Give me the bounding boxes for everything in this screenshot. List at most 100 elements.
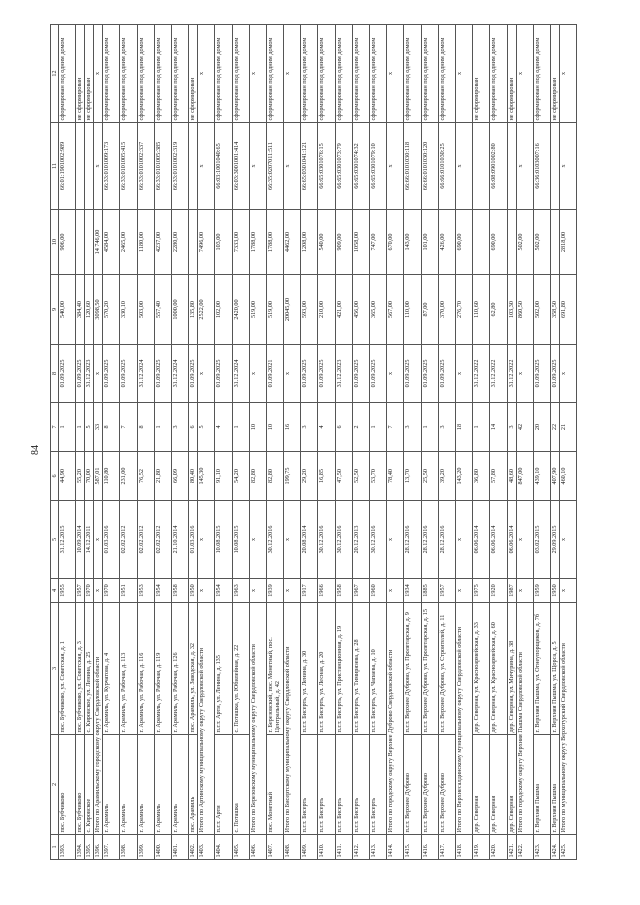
cell-col-9: 87,00	[421, 274, 439, 345]
cell-col-6: 52,50	[352, 451, 370, 501]
cell-col-7: 20	[533, 402, 551, 452]
cell-col-10: 7333,00	[232, 209, 250, 275]
cell-col-3: п.г.т. Бисерть, ул. Пристанционная, д. 1…	[335, 602, 353, 735]
cell-col-6: 25,50	[421, 451, 439, 501]
cell-col-12: x	[559, 24, 577, 123]
cell-col-4: x	[93, 578, 103, 603]
cell-col-1: 1398.	[119, 834, 138, 860]
cell-col-1: 1405.	[232, 834, 250, 860]
cell-col-3: г. Верхняя Пышма, ул. Огнеупорщиков, д. …	[533, 602, 551, 735]
cell-col-5: 14.12.2011	[84, 500, 94, 579]
cell-col-8: 31.12.2022	[489, 344, 507, 403]
cell-col-4: 1885	[421, 578, 439, 603]
cell-col-6: 587,01	[93, 451, 103, 501]
cell-col-3: п.г.т. Бисерть, ул. Чапаева, д. 10	[369, 602, 387, 735]
cell-col-9: 102,00	[214, 274, 232, 345]
column-header: 4	[50, 578, 59, 603]
cell-col-3: п.г.т. Арти, ул. Ленина, д. 135	[214, 602, 232, 735]
cell-col-3: г. Арамиль, ул. Рабочая, д. 119	[154, 602, 172, 735]
total-row: 1403. Итого по Артинскому муниципальному …	[197, 24, 215, 860]
cell-col-11: 66:35:0207011:511	[266, 122, 284, 210]
cell-col-8: 01.09.2025	[119, 344, 138, 403]
cell-col-8: x	[386, 344, 404, 403]
cell-col-9: 557,40	[154, 274, 172, 345]
cell-col-8: x	[93, 344, 103, 403]
cell-col-7: 1	[369, 402, 387, 452]
cell-col-8: 31.12.2023	[84, 344, 94, 403]
cell-col-7: 1	[75, 402, 85, 452]
cell-col-4: 1975	[472, 578, 490, 603]
cell-col-8: 01.09.2025	[188, 344, 198, 403]
cell-col-3: п.г.т. Бисерть, ул. Тимирязева, д. 28	[352, 602, 370, 735]
cell-col-4: x	[386, 578, 404, 603]
cell-col-10: 1788,00	[266, 209, 284, 275]
cell-col-2: г. Арамиль	[119, 734, 138, 835]
cell-col-8: 01.09.2025	[369, 344, 387, 403]
cell-col-9: 110,00	[403, 274, 422, 345]
cell-col-8: x	[455, 344, 473, 403]
cell-col-5: 28.12.2016	[438, 500, 456, 579]
cell-col-2: п.г.т. Бисерть	[300, 734, 318, 835]
cell-col-12: сформирован под одним домом	[438, 24, 456, 123]
cell-col-6: 145,30	[197, 451, 215, 501]
cell-col-1: 1413.	[369, 834, 387, 860]
cell-col-8: 01.09.2025	[102, 344, 120, 403]
cell-col-2: п.г.т. Бисерть	[369, 734, 387, 835]
cell-col-12: не сформирован	[550, 24, 560, 123]
cell-col-1: 1406.	[249, 834, 267, 860]
total-row: 1396. Итого по Арамильскому городскому ок…	[93, 24, 103, 860]
cell-col-7: 22	[550, 402, 560, 452]
cell-col-7: 3	[171, 402, 189, 452]
cell-col-9: 570,20	[102, 274, 120, 345]
cell-col-5: x	[283, 500, 301, 579]
cell-col-2: г. Арамиль	[154, 734, 172, 835]
cell-col-1: 1416.	[421, 834, 439, 860]
cell-col-5: 20.08.2014	[300, 500, 318, 579]
cell-col-6: 66,09	[171, 451, 189, 501]
cell-col-11: x	[386, 122, 404, 210]
cell-col-4: 1970	[102, 578, 120, 603]
total-row: 1408. Итого по Бисертскому муниципальному…	[283, 24, 301, 860]
cell-col-1: 1420.	[489, 834, 507, 860]
cell-col-7: 2	[352, 402, 370, 452]
cell-col-10: 690,00	[455, 209, 473, 275]
column-header: 1	[50, 834, 59, 860]
cell-col-8: 31.12.2024	[171, 344, 189, 403]
cell-col-10: 7496,00	[197, 209, 215, 275]
cell-col-12: сформирован под одним домом	[214, 24, 232, 123]
cell-col-7: 5	[197, 402, 215, 452]
table-row: 1413. п.г.т. Бисерть п.г.т. Бисерть, ул. Ч…	[369, 24, 387, 860]
cell-col-10: 4237,00	[154, 209, 172, 275]
cell-col-11: x	[197, 122, 215, 210]
cell-col-12: не сформирован	[188, 24, 198, 123]
cell-col-2: Итого по Березовскому муниципальному окр…	[249, 602, 267, 835]
cell-col-6: 110,80	[102, 451, 120, 501]
cell-col-7: 33	[93, 402, 103, 452]
cell-col-8: 01.09.2025	[75, 344, 85, 403]
cell-col-10: 143,00	[403, 209, 422, 275]
cell-col-8: 01.09.2025	[533, 344, 551, 403]
cell-col-5: 21.10.2014	[171, 500, 189, 579]
total-row: 1422. Итого по городскому округу Верхняя …	[516, 24, 534, 860]
cell-col-12: сформирован под одним домом	[403, 24, 422, 123]
cell-col-5: 30.12.2016	[317, 500, 336, 579]
cell-col-9: 421,00	[335, 274, 353, 345]
cell-col-4: 1954	[214, 578, 232, 603]
cell-col-5: 30.12.2016	[335, 500, 353, 579]
cell-col-2: дер. Северная	[507, 734, 516, 835]
cell-col-6: 47,50	[335, 451, 353, 501]
cell-col-10: 1208,00	[300, 209, 318, 275]
cell-col-11: 66:65:0301074:32	[352, 122, 370, 210]
page-number: 84	[30, 445, 41, 455]
cell-col-10	[188, 209, 198, 275]
cell-col-10: 670,00	[386, 209, 404, 275]
table-row: 1409. п.г.т. Бисерть п.г.т. Бисерть, ул. Л…	[300, 24, 318, 860]
cell-col-1: 1395.	[84, 834, 94, 860]
cell-col-4: 1950	[188, 578, 198, 603]
cell-col-8: 01.09.2025	[352, 344, 370, 403]
cell-col-9: 103,30	[507, 274, 516, 345]
cell-col-2: Итого по городскому округу Верхнее Дубро…	[386, 602, 404, 835]
cell-col-5: x	[559, 500, 577, 579]
cell-col-7: 10	[266, 402, 284, 452]
cell-col-9: 2420,00	[232, 274, 250, 345]
